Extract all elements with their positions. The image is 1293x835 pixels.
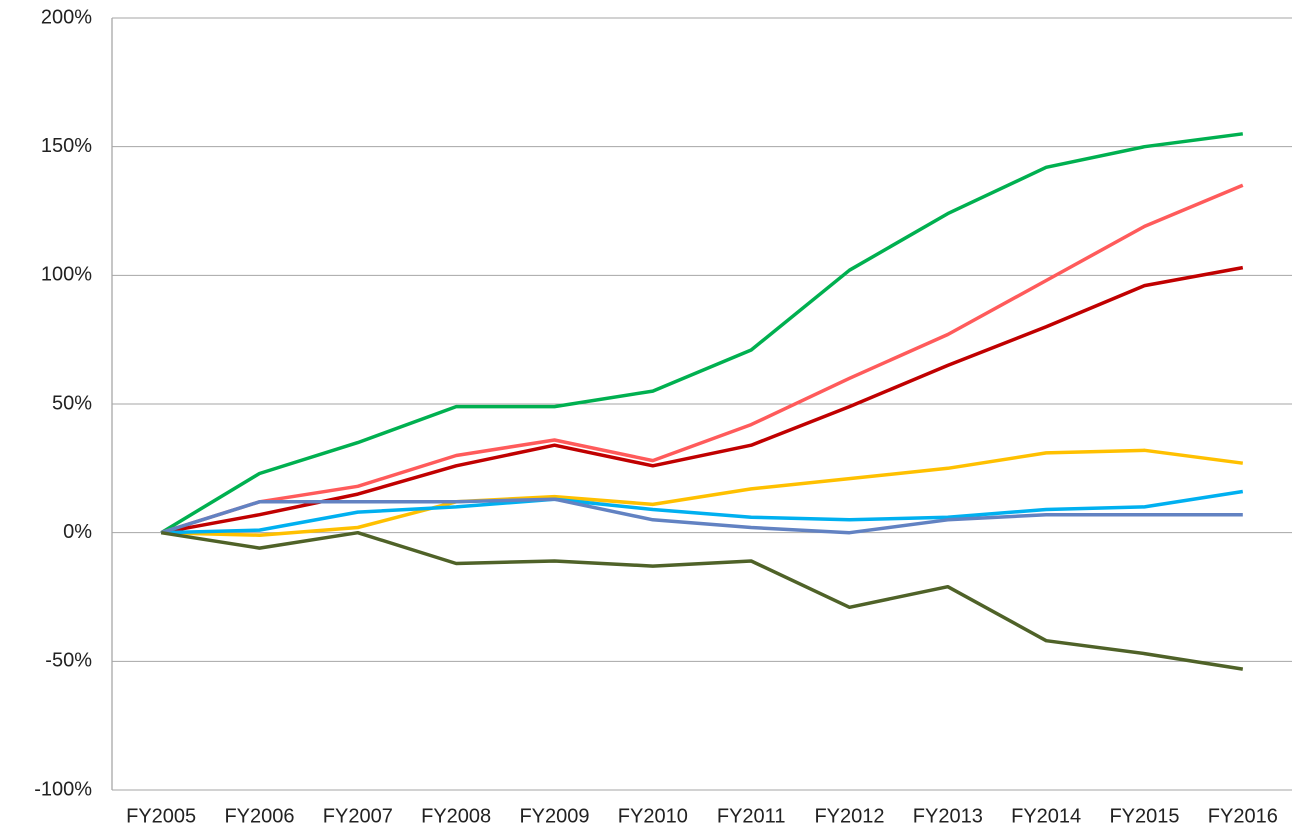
x-tick-label: FY2015 <box>1109 805 1179 827</box>
y-tick-label: 200% <box>41 6 92 28</box>
y-tick-label: 100% <box>41 264 92 286</box>
y-tick-label: 150% <box>41 135 92 157</box>
series-line <box>161 448 1244 537</box>
x-tick-label: FY2005 <box>126 805 196 827</box>
y-tick-label: -50% <box>45 650 92 672</box>
x-tick-label: FY2016 <box>1208 805 1278 827</box>
series-line <box>160 265 1244 535</box>
series-line <box>160 497 1243 535</box>
series-line <box>161 489 1244 535</box>
x-tick-label: FY2009 <box>519 805 589 827</box>
x-tick-label: FY2014 <box>1011 805 1081 827</box>
y-tick-label: -100% <box>34 778 92 800</box>
x-tick-label: FY2012 <box>814 805 884 827</box>
x-tick-label: FY2006 <box>224 805 294 827</box>
y-tick-label: 50% <box>52 392 92 414</box>
series-line <box>160 183 1244 535</box>
x-tick-label: FY2007 <box>323 805 393 827</box>
x-tick-label: FY2010 <box>618 805 688 827</box>
x-tick-label: FY2013 <box>913 805 983 827</box>
y-tick-label: 0% <box>63 521 92 543</box>
x-tick-label: FY2011 <box>717 805 786 827</box>
x-tick-label: FY2008 <box>421 805 491 827</box>
series-line <box>160 530 1244 671</box>
series-line <box>160 132 1244 535</box>
